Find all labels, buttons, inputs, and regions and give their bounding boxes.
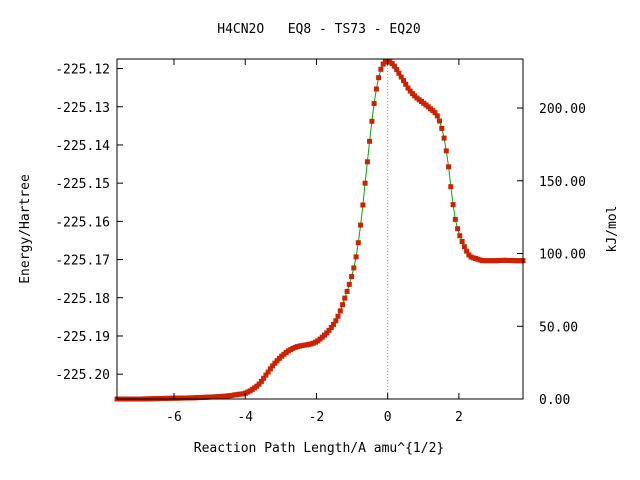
data-point <box>371 101 377 106</box>
data-point <box>263 372 269 378</box>
data-point <box>355 240 361 246</box>
data-point <box>364 159 370 165</box>
data-point <box>340 302 346 308</box>
data-point <box>389 61 395 67</box>
y-tick-label: -225.17 <box>55 254 110 269</box>
y2-axis-label: kJ/mol <box>605 206 620 253</box>
x-tick-label: 0 <box>384 410 392 425</box>
data-point <box>443 148 449 154</box>
x-tick-label: 2 <box>455 410 463 425</box>
data-point <box>326 327 332 333</box>
y-axis-label: Energy/Hartree <box>18 174 33 284</box>
y-tick-label: -225.14 <box>55 139 110 154</box>
data-point <box>337 308 343 314</box>
axes: -6 -4 -2 0 2 -225.12 -225.13 -225.14 -225.15 -225… <box>55 58 586 425</box>
y2-tick-label: 50.00 <box>539 320 578 335</box>
y2-tick-label: 150.00 <box>539 175 586 190</box>
data-point <box>369 118 375 124</box>
data-point <box>452 216 458 222</box>
data-point <box>394 67 400 73</box>
data-point <box>270 363 276 369</box>
data-point <box>403 81 409 87</box>
data-point <box>432 110 438 116</box>
data-point <box>258 378 264 384</box>
chart-title: H4CN2O EQ8 - TS73 - EQ20 <box>217 22 421 37</box>
x-tick-label: -2 <box>309 410 325 425</box>
data-point <box>464 248 470 254</box>
data-point <box>353 254 359 260</box>
data-point <box>360 202 366 208</box>
data-point <box>342 295 348 301</box>
data-point <box>441 135 447 141</box>
plot-frame <box>116 58 524 400</box>
data-point <box>461 244 467 250</box>
data-point <box>346 281 352 287</box>
data-point <box>351 265 357 271</box>
data-point <box>378 66 384 72</box>
y2-tick-label: 100.00 <box>539 248 586 263</box>
data-point <box>437 118 442 124</box>
data-point <box>448 184 454 190</box>
data-point <box>457 233 463 239</box>
data-point <box>344 288 350 294</box>
plot-area <box>114 59 526 402</box>
x-tick-label: -6 <box>166 410 182 425</box>
y-tick-label: -225.20 <box>55 368 110 383</box>
data-point <box>333 318 339 324</box>
y-tick-label: -225.18 <box>55 292 110 307</box>
data-point <box>367 138 373 144</box>
data-point <box>265 369 271 375</box>
y-tick-label: -225.12 <box>55 63 110 78</box>
data-point <box>373 86 379 92</box>
y-tick-label: -225.19 <box>55 330 110 345</box>
y-tick-label: -225.15 <box>55 177 110 192</box>
data-point <box>459 239 465 244</box>
energy-curve <box>117 61 523 400</box>
data-point <box>349 274 355 280</box>
data-point <box>455 226 461 232</box>
y-tick-label: -225.16 <box>55 215 110 230</box>
data-point <box>358 222 364 228</box>
data-point <box>267 366 273 372</box>
y-tick-label: -225.13 <box>55 101 110 116</box>
data-point <box>396 70 402 76</box>
data-point <box>328 325 334 330</box>
data-point <box>434 113 440 119</box>
y2-tick-label: 200.00 <box>539 102 586 117</box>
x-axis-label: Reaction Path Length/A amu^{1/2} <box>194 441 444 456</box>
x-tick-label: -4 <box>237 410 253 425</box>
data-point <box>261 375 267 381</box>
data-point <box>405 85 411 91</box>
data-point <box>401 78 406 84</box>
data-point <box>335 313 341 319</box>
y2-tick-label: 0.00 <box>539 393 570 408</box>
data-point <box>398 74 404 80</box>
data-point <box>439 125 445 131</box>
data-point <box>446 164 452 170</box>
data-point <box>331 321 336 327</box>
data-point <box>376 75 382 81</box>
data-point <box>391 63 397 69</box>
data-point <box>450 202 456 208</box>
data-point <box>256 381 262 387</box>
data-point <box>362 180 368 186</box>
